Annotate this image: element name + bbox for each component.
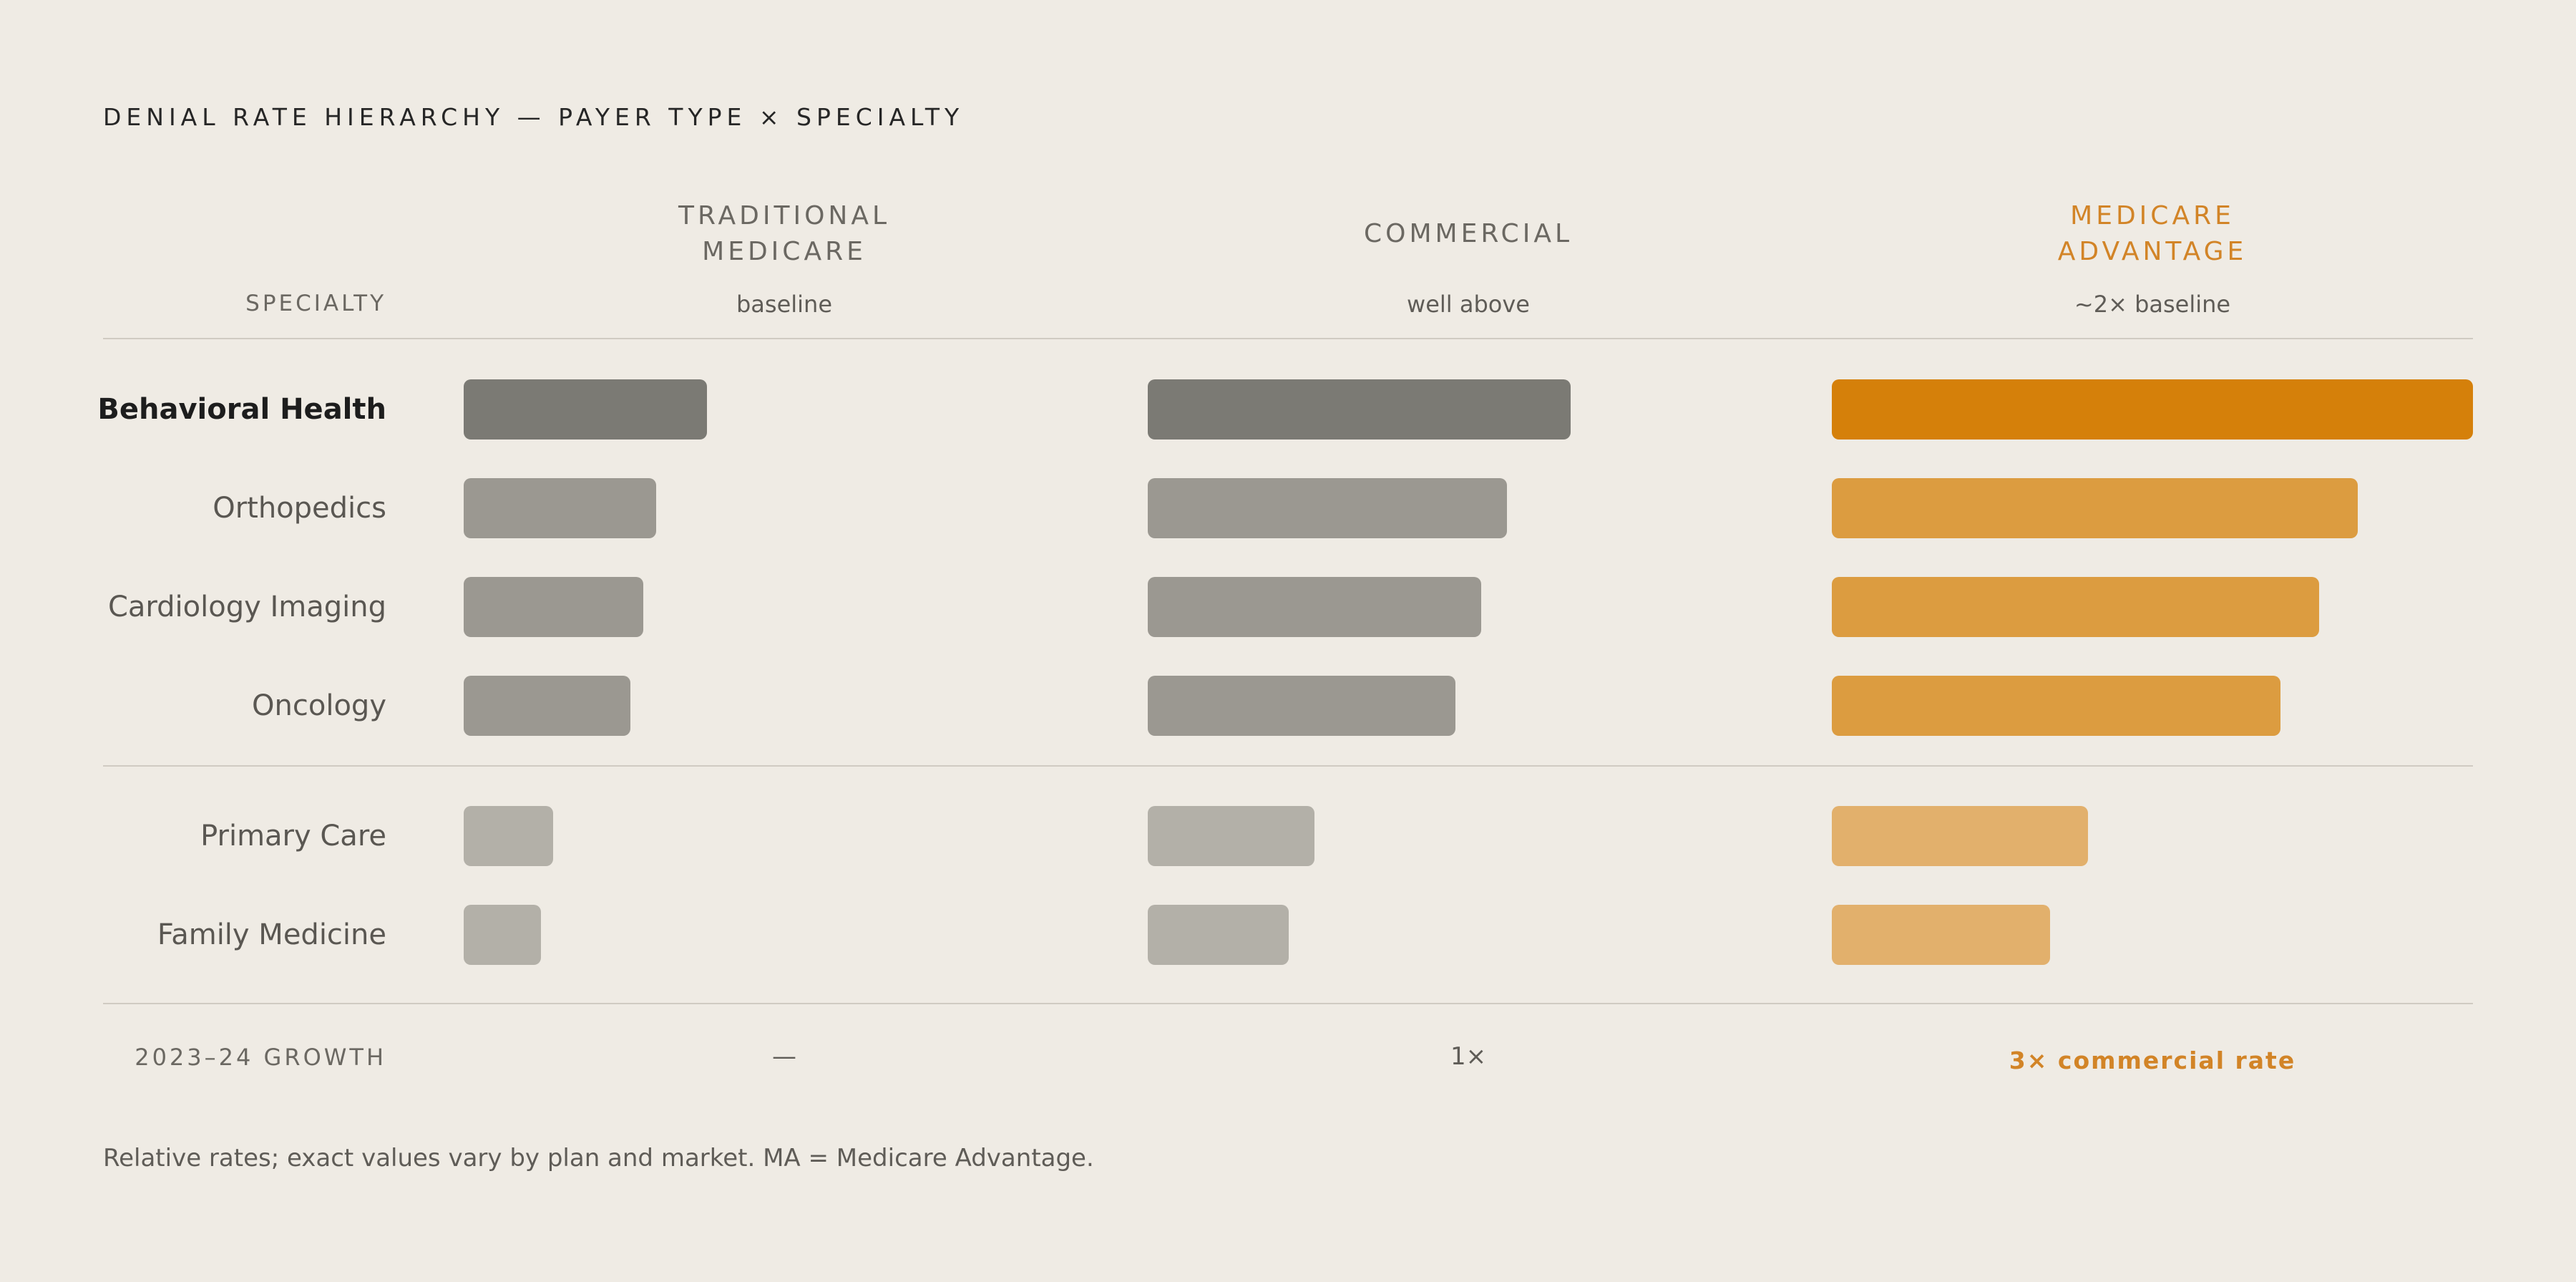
column-header-line: TRADITIONAL bbox=[678, 201, 891, 230]
bar bbox=[1148, 379, 1571, 440]
bar bbox=[1148, 806, 1314, 866]
column-header-commercial: COMMERCIAL bbox=[1146, 195, 1790, 273]
bar bbox=[1148, 676, 1456, 736]
row-label: Family Medicine bbox=[157, 918, 386, 951]
bar bbox=[1832, 806, 2089, 866]
column-header-traditional-medicare: TRADITIONAL MEDICARE bbox=[462, 195, 1106, 273]
bar bbox=[1148, 905, 1289, 965]
column-header-line: COMMERCIAL bbox=[1364, 219, 1573, 248]
group-divider bbox=[103, 765, 2473, 767]
column-subtitle-medicare-advantage: ~2× baseline bbox=[2074, 291, 2231, 318]
column-header-medicare-advantage: MEDICARE ADVANTAGE bbox=[1830, 195, 2474, 273]
bar bbox=[1832, 478, 2358, 538]
bar bbox=[464, 905, 541, 965]
bar bbox=[1832, 379, 2473, 440]
column-subtitle-commercial: well above bbox=[1407, 291, 1530, 318]
column-header-line: MEDICARE bbox=[702, 237, 867, 266]
column-subtitle-traditional-medicare: baseline bbox=[736, 291, 833, 318]
column-header-line: ADVANTAGE bbox=[2057, 237, 2248, 266]
footnote: Relative rates; exact values vary by pla… bbox=[103, 1144, 1094, 1172]
growth-value-traditional-medicare: — bbox=[772, 1042, 796, 1071]
row-label: Cardiology Imaging bbox=[107, 591, 386, 623]
row-label: Behavioral Health bbox=[97, 393, 386, 426]
growth-label: 2023–24 GROWTH bbox=[135, 1044, 386, 1071]
bar bbox=[1832, 905, 2050, 965]
header-divider bbox=[103, 338, 2473, 339]
bar bbox=[464, 379, 708, 440]
bar bbox=[1148, 577, 1481, 637]
growth-value-medicare-advantage: 3× commercial rate bbox=[2009, 1047, 2296, 1074]
bar bbox=[1832, 676, 2281, 736]
growth-value-commercial: 1× bbox=[1450, 1042, 1487, 1071]
row-label: Primary Care bbox=[200, 820, 386, 853]
footer-divider bbox=[103, 1003, 2473, 1004]
row-label: Orthopedics bbox=[213, 492, 386, 525]
chart-title: DENIAL RATE HIERARCHY — PAYER TYPE × SPE… bbox=[103, 103, 965, 131]
column-header-line: MEDICARE bbox=[2070, 201, 2235, 230]
bar bbox=[464, 676, 630, 736]
bar bbox=[464, 577, 643, 637]
specialty-header: SPECIALTY bbox=[245, 291, 386, 316]
bar bbox=[464, 806, 554, 866]
bar bbox=[1148, 478, 1507, 538]
bar bbox=[1832, 577, 2319, 637]
bar bbox=[464, 478, 656, 538]
row-label: Oncology bbox=[252, 689, 386, 722]
